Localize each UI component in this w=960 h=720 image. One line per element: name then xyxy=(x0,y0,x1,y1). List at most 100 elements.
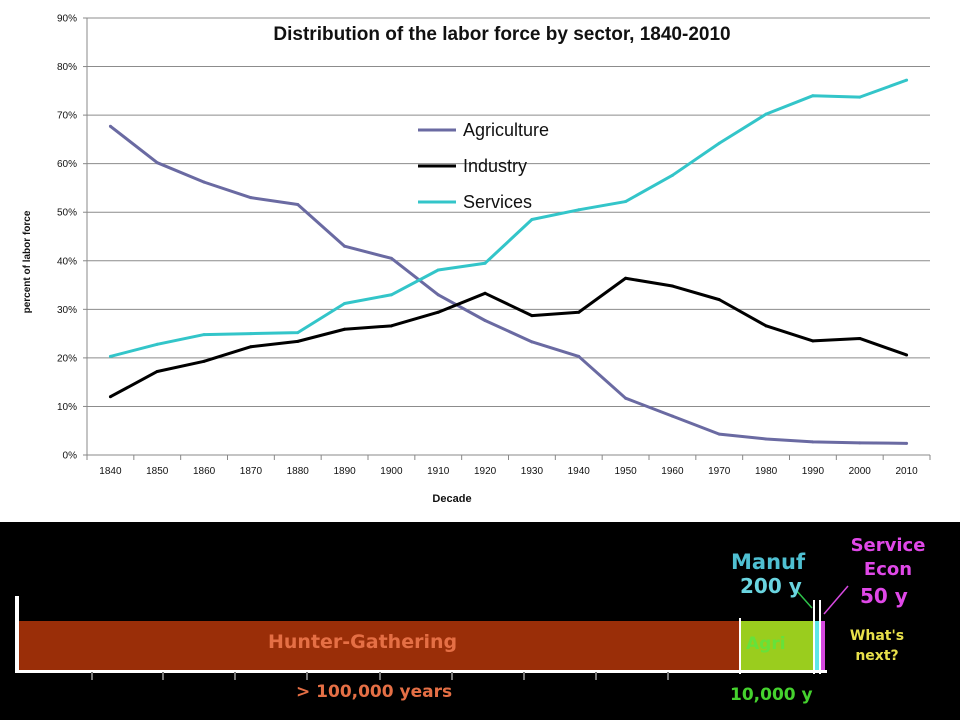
series-line-services xyxy=(110,78,908,358)
timeline-start-tick xyxy=(15,596,19,672)
data-point-industry xyxy=(905,353,909,357)
data-point-industry xyxy=(858,336,862,340)
service-years-label: 50 y xyxy=(860,584,908,608)
data-point-industry xyxy=(249,345,253,349)
data-point-services xyxy=(811,94,815,98)
data-point-industry xyxy=(202,359,206,363)
timeline-ticks xyxy=(91,672,669,680)
data-point-agriculture xyxy=(249,196,253,200)
y-tick-label: 70% xyxy=(57,111,77,122)
data-point-industry xyxy=(108,395,112,399)
data-point-industry xyxy=(764,324,768,328)
data-point-services xyxy=(108,354,112,358)
data-point-services xyxy=(530,218,534,222)
hunter-gathering-label: Hunter-Gathering xyxy=(268,631,458,653)
y-tick-label: 50% xyxy=(57,208,77,219)
y-tick-label: 40% xyxy=(57,256,77,267)
data-point-services xyxy=(249,332,253,336)
data-point-agriculture xyxy=(811,440,815,444)
agri-years-label: 10,000 y xyxy=(730,685,813,705)
data-point-agriculture xyxy=(343,244,347,248)
evolution-timeline: Hunter-Gathering Agri Manuf 200 y Servic… xyxy=(0,522,960,720)
y-axis-label: percent of labor force xyxy=(22,210,33,313)
data-point-services xyxy=(858,95,862,99)
manuf-pointer xyxy=(795,589,813,609)
whats-next-label: What's next? xyxy=(849,628,905,664)
data-point-industry xyxy=(296,339,300,343)
legend-label-industry: Industry xyxy=(463,156,527,176)
era-bar-manuf xyxy=(814,621,820,670)
series-line-industry xyxy=(109,276,908,399)
x-tick-label: 1960 xyxy=(661,466,684,477)
manuf-label: Manuf xyxy=(731,550,806,574)
data-point-services xyxy=(483,261,487,265)
data-point-agriculture xyxy=(905,441,909,445)
series-line-agriculture xyxy=(109,125,907,445)
data-point-agriculture xyxy=(202,180,206,184)
data-point-agriculture xyxy=(764,437,768,441)
legend-label-agriculture: Agriculture xyxy=(463,120,549,140)
x-tick-label: 2000 xyxy=(849,466,872,477)
x-tick-label: 1930 xyxy=(521,466,544,477)
x-tick-label: 1950 xyxy=(614,466,637,477)
data-point-industry xyxy=(436,310,440,314)
chart-title: Distribution of the labor force by secto… xyxy=(273,24,730,45)
timeline-baseline xyxy=(15,670,827,673)
data-point-services xyxy=(577,208,581,212)
data-point-industry xyxy=(343,327,347,331)
x-tick-label: 1910 xyxy=(427,466,450,477)
x-tick-label: 1990 xyxy=(802,466,825,477)
x-tick-label: 1840 xyxy=(99,466,122,477)
data-point-agriculture xyxy=(624,396,628,400)
data-point-services xyxy=(717,141,721,145)
hunter-years-label: > 100,000 years xyxy=(296,682,453,702)
data-point-industry xyxy=(155,369,159,373)
data-point-services xyxy=(202,333,206,337)
labor-force-chart: 0% 10% 20% 30% 40% 50% 60% 70% 80% 90% 1840 1850 186… xyxy=(22,14,931,505)
agri-label: Agri xyxy=(746,634,786,654)
data-point-agriculture xyxy=(155,161,159,165)
data-point-agriculture xyxy=(577,354,581,358)
data-point-services xyxy=(905,78,909,82)
x-axis-label: Decade xyxy=(432,493,471,505)
era-bar-service xyxy=(820,621,825,670)
data-point-industry xyxy=(530,314,534,318)
y-tick-label: 10% xyxy=(57,402,77,413)
data-point-industry xyxy=(624,276,628,280)
y-tick-label: 20% xyxy=(57,353,77,364)
data-point-services xyxy=(436,268,440,272)
x-tick-label: 1890 xyxy=(333,466,356,477)
x-tick-label: 1940 xyxy=(568,466,591,477)
data-point-agriculture xyxy=(670,414,674,418)
x-tick-label: 1920 xyxy=(474,466,497,477)
data-point-services xyxy=(389,293,393,297)
y-tick-label: 60% xyxy=(57,159,77,170)
data-point-agriculture xyxy=(436,293,440,297)
data-point-agriculture xyxy=(717,432,721,436)
data-point-industry xyxy=(811,339,815,343)
data-point-agriculture xyxy=(483,319,487,323)
x-tick-label: 1900 xyxy=(380,466,403,477)
data-point-industry xyxy=(717,298,721,302)
line-chart-panel: 0% 10% 20% 30% 40% 50% 60% 70% 80% 90% 1840 1850 186… xyxy=(0,0,960,522)
data-point-services xyxy=(670,173,674,177)
data-point-services xyxy=(296,331,300,335)
timeline-graphic xyxy=(15,585,849,680)
data-point-services xyxy=(764,112,768,116)
data-point-agriculture xyxy=(108,124,112,128)
y-tick-label: 30% xyxy=(57,305,77,316)
x-tick-label: 1870 xyxy=(240,466,263,477)
manuf-years-label: 200 y xyxy=(740,574,802,598)
y-tick-label: 0% xyxy=(63,451,78,462)
data-point-agriculture xyxy=(530,340,534,344)
legend-label-services: Services xyxy=(463,192,532,212)
x-tick-label: 1860 xyxy=(193,466,216,477)
data-point-agriculture xyxy=(858,441,862,445)
x-tick-label: 1880 xyxy=(287,466,310,477)
x-tick-label: 1970 xyxy=(708,466,731,477)
y-tick-label: 80% xyxy=(57,62,77,73)
x-tick-label: 1850 xyxy=(146,466,169,477)
x-tick-label: 2010 xyxy=(895,466,918,477)
data-point-services xyxy=(155,342,159,346)
service-econ-label: Service Econ xyxy=(850,535,926,580)
